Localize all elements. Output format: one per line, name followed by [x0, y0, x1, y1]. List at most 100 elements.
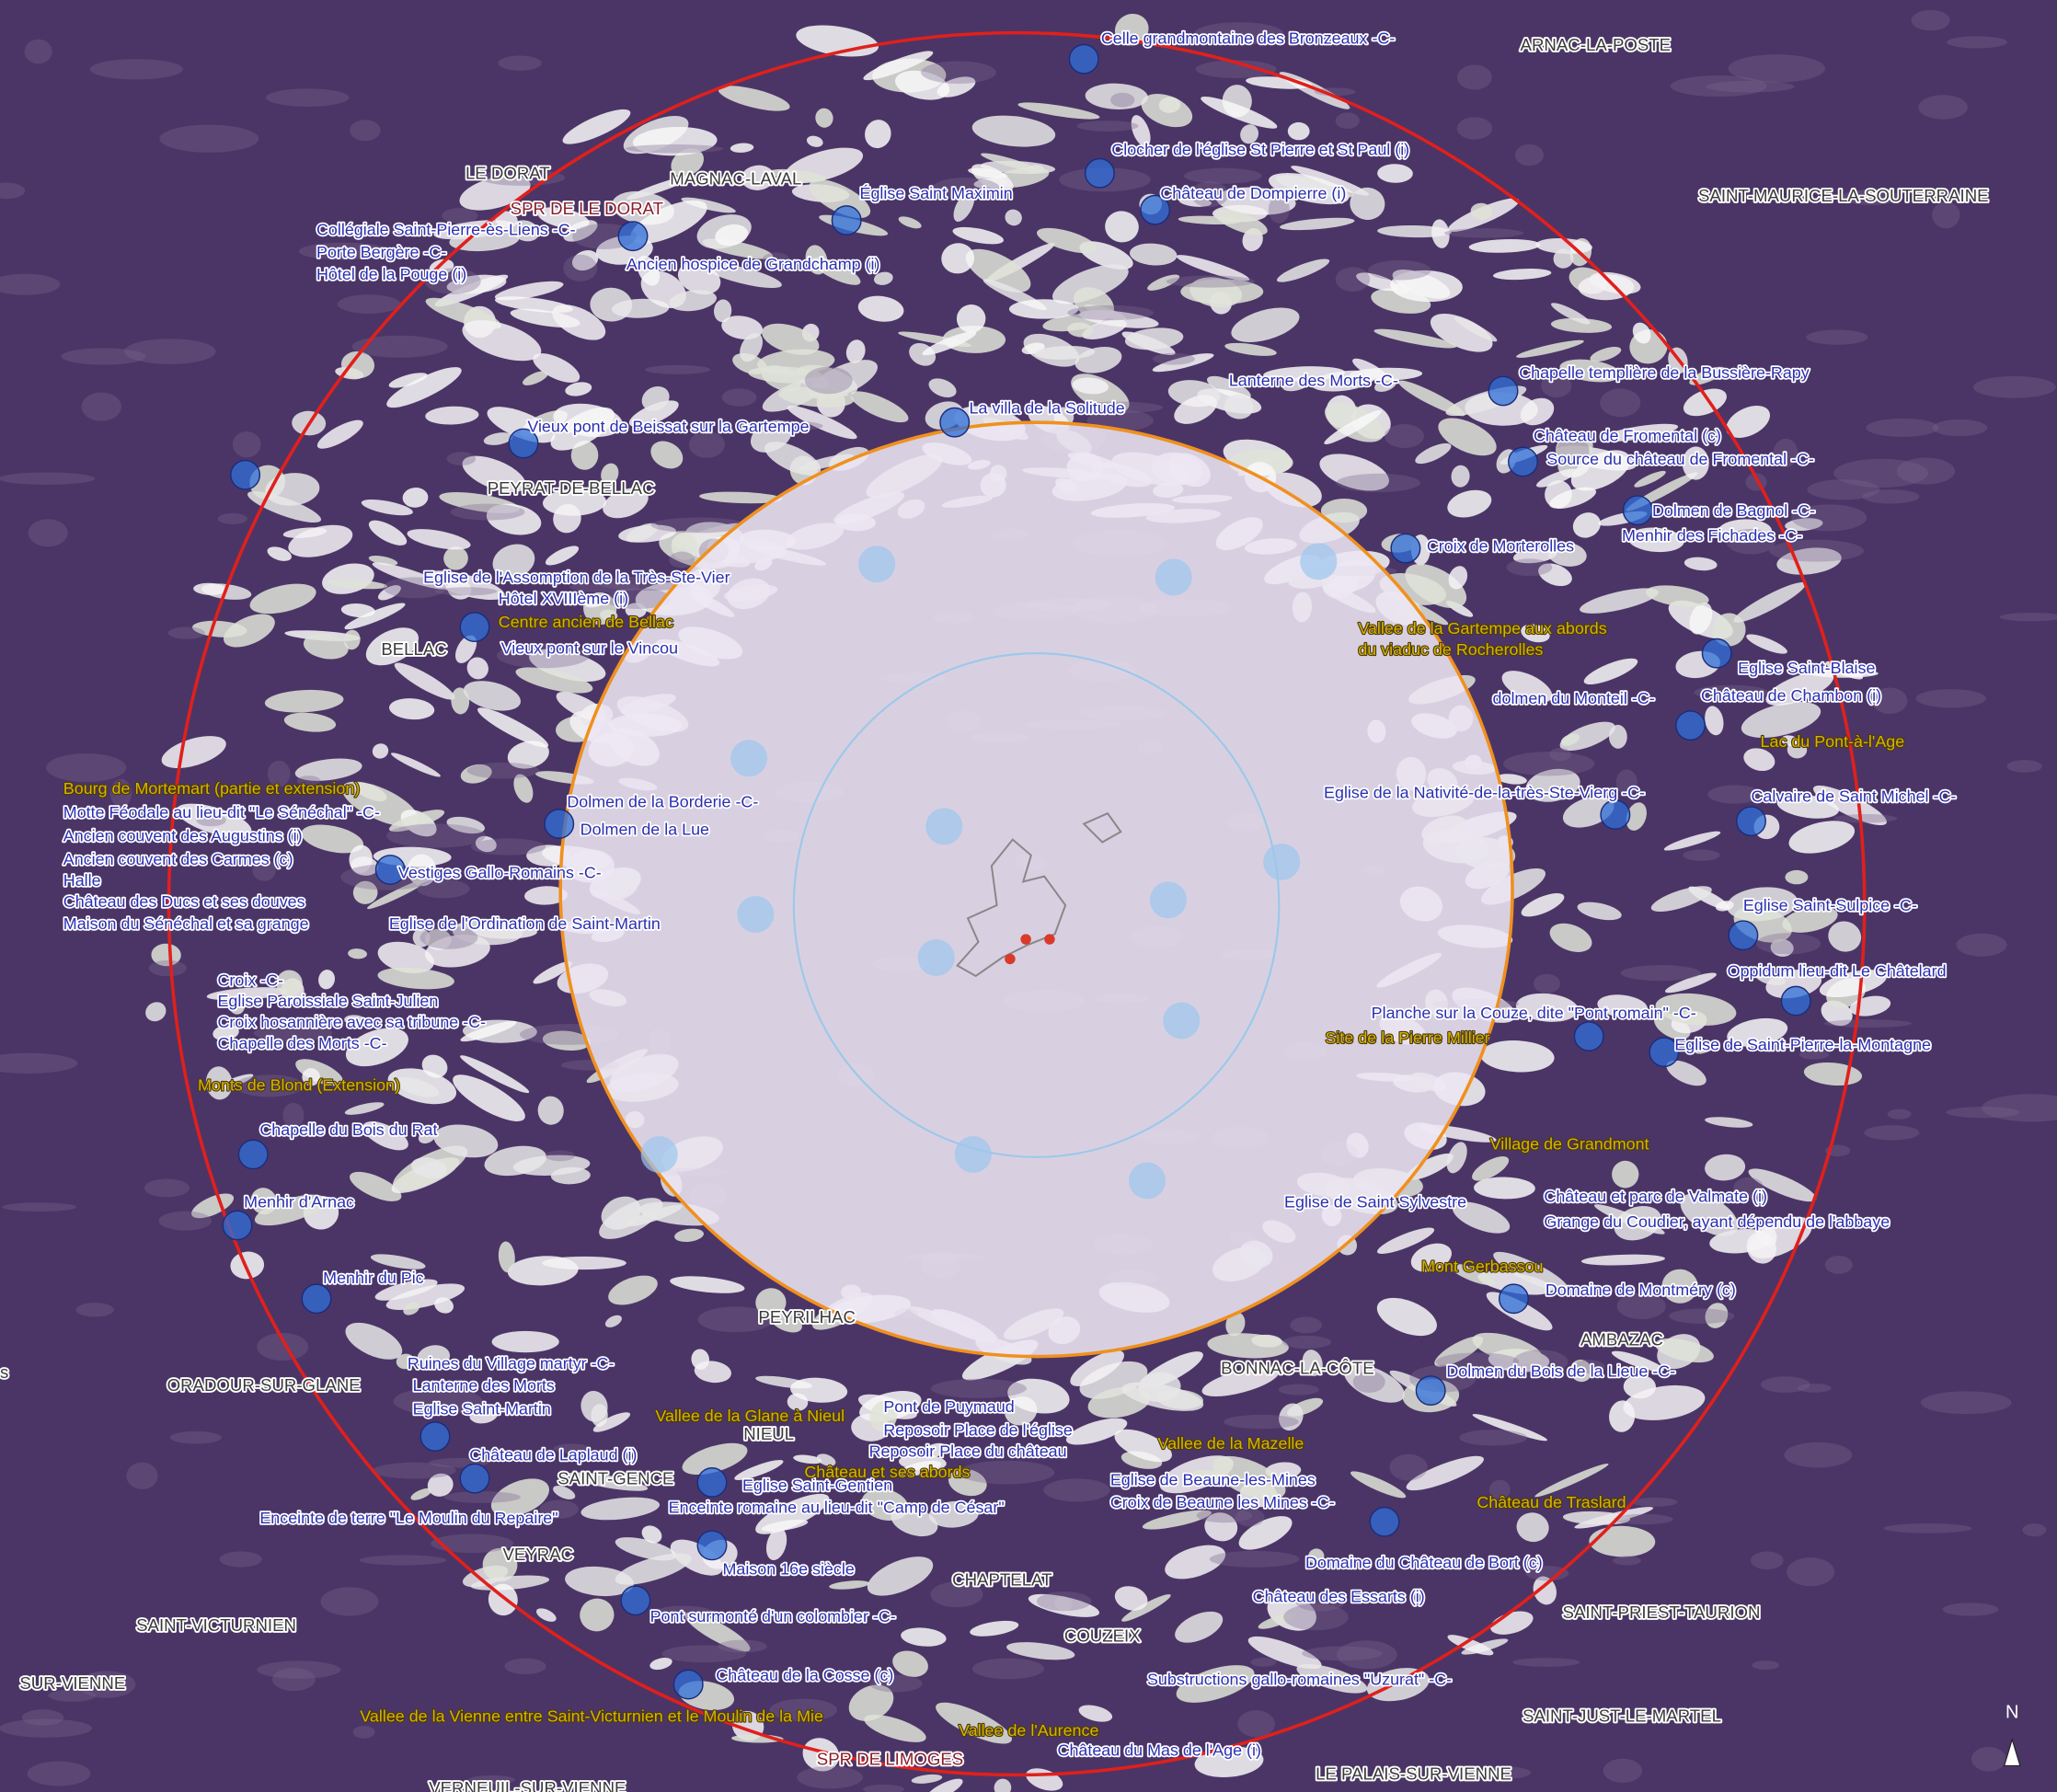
monument-marker [1155, 558, 1192, 596]
terrain-patch [1597, 994, 1649, 1018]
terrain-patch [1828, 921, 1862, 952]
terrain-patch [377, 941, 434, 974]
terrain-patch [1525, 768, 1580, 802]
terrain-patch [1746, 1231, 1776, 1264]
terrain-patch [1296, 1663, 1368, 1694]
turbine [1005, 953, 1016, 965]
terrain-patch [1551, 303, 1591, 325]
terrain-patch [89, 59, 183, 80]
terrain-patch [1176, 255, 1250, 281]
site-label: Mont Gerbassou [1421, 1257, 1543, 1275]
terrain-patch [320, 1587, 379, 1616]
terrain-patch [169, 1430, 222, 1444]
terrain-patch [764, 442, 822, 476]
terrain-patch [1224, 394, 1254, 419]
terrain-patch [1534, 1463, 1609, 1498]
terrain-patch [469, 1406, 499, 1424]
terrain-patch [715, 224, 749, 247]
terrain-patch [1114, 1586, 1148, 1611]
monument-marker [1369, 1506, 1400, 1537]
terrain-patch [1798, 1050, 1830, 1060]
monument-marker [1140, 194, 1171, 225]
terrain-patch [1454, 316, 1498, 342]
town-label: PEYRAT-DE-BELLAC [488, 478, 655, 498]
terrain-patch [193, 582, 227, 595]
terrain-patch [1664, 972, 1717, 994]
site-label: du viaduc de Rocherolles [1358, 640, 1543, 659]
monument-label: Croix hosannière avec sa tribune -C- [218, 1013, 487, 1031]
terrain-patch [1516, 1512, 1549, 1543]
terrain-patch [1947, 36, 2007, 49]
town-label: SAINT-JUST-LE-MARTEL [1523, 1706, 1721, 1726]
terrain-patch [1626, 802, 1647, 831]
terrain-patch [1733, 1177, 1764, 1199]
terrain-patch [1335, 112, 1360, 130]
terrain-patch [1746, 634, 1787, 654]
terrain-patch [1663, 831, 1721, 851]
terrain-patch [389, 698, 435, 720]
site-label: Site de la Pierre Millier [1326, 1028, 1490, 1047]
terrain-patch [1194, 22, 1284, 45]
terrain-patch [604, 1315, 622, 1327]
terrain-patch [302, 1068, 320, 1086]
terrain-patch [1231, 307, 1300, 342]
site-label: Centre ancien de Bellac [499, 613, 673, 631]
terrain-patch [417, 879, 470, 899]
terrain-patch [1833, 458, 1929, 488]
terrain-patch [688, 431, 726, 458]
terrain-patch [734, 1460, 784, 1480]
terrain-patch [1887, 1109, 1912, 1120]
terrain-patch [1536, 468, 1578, 488]
monument-marker [508, 428, 539, 459]
monument-label: Château de la Cosse (c) [716, 1666, 893, 1684]
terrain-patch [1449, 1263, 1495, 1286]
terrain-patch [1493, 1251, 1569, 1292]
terrain-patch [1707, 785, 1762, 804]
monument-label: Eglise de l'Ordination de Saint-Martin [389, 914, 661, 933]
terrain-patch [1067, 322, 1094, 338]
terrain-patch [1754, 971, 1787, 986]
terrain-patch [1833, 814, 1898, 823]
town-label: BONNAC-LA-CÔTE [1221, 1359, 1374, 1378]
monument-marker [1263, 843, 1301, 880]
terrain-patch [1240, 124, 1259, 144]
terrain-patch [298, 242, 389, 260]
terrain-patch [1497, 774, 1527, 785]
terrain-patch [941, 243, 975, 274]
terrain-patch [145, 1002, 167, 1022]
terrain-patch [1209, 1550, 1300, 1568]
terrain-patch [1572, 512, 1601, 538]
monument-label: Château des Ducs et ses douves [63, 892, 305, 911]
monument-label: Croix de Morterolles [1427, 536, 1574, 555]
terrain-patch [1374, 377, 1397, 392]
terrain-patch [1971, 1746, 2006, 1772]
monument-marker [374, 855, 406, 885]
terrain-patch [755, 1493, 830, 1534]
terrain-patch [477, 707, 549, 748]
terrain-patch [1431, 219, 1450, 248]
monument-marker [831, 205, 862, 235]
terrain-patch [1194, 1746, 1264, 1778]
terrain-patch [1501, 671, 1553, 703]
site-label: Château et ses abords [804, 1463, 970, 1481]
terrain-patch [699, 491, 783, 504]
terrain-patch [288, 524, 353, 557]
terrain-patch [1580, 1254, 1665, 1266]
terrain-patch [637, 255, 661, 286]
terrain-patch [778, 386, 855, 408]
terrain-patch [661, 1645, 747, 1663]
terrain-patch [590, 287, 633, 322]
terrain-patch [790, 1377, 848, 1403]
terrain-patch [550, 1166, 591, 1185]
outer-buffer [167, 30, 1867, 1777]
terrain-patch [804, 366, 853, 395]
terrain-patch [295, 1059, 343, 1086]
terrain-patch [1448, 566, 1468, 590]
town-label: VERNEUIL-SUR-VIENNE [429, 1778, 626, 1792]
terrain-patch [1488, 1479, 1511, 1500]
terrain-patch [419, 925, 478, 949]
terrain-patch [625, 144, 724, 154]
terrain-patch [1560, 733, 1580, 746]
terrain-patch [266, 88, 350, 107]
terrain-patch [601, 463, 619, 485]
